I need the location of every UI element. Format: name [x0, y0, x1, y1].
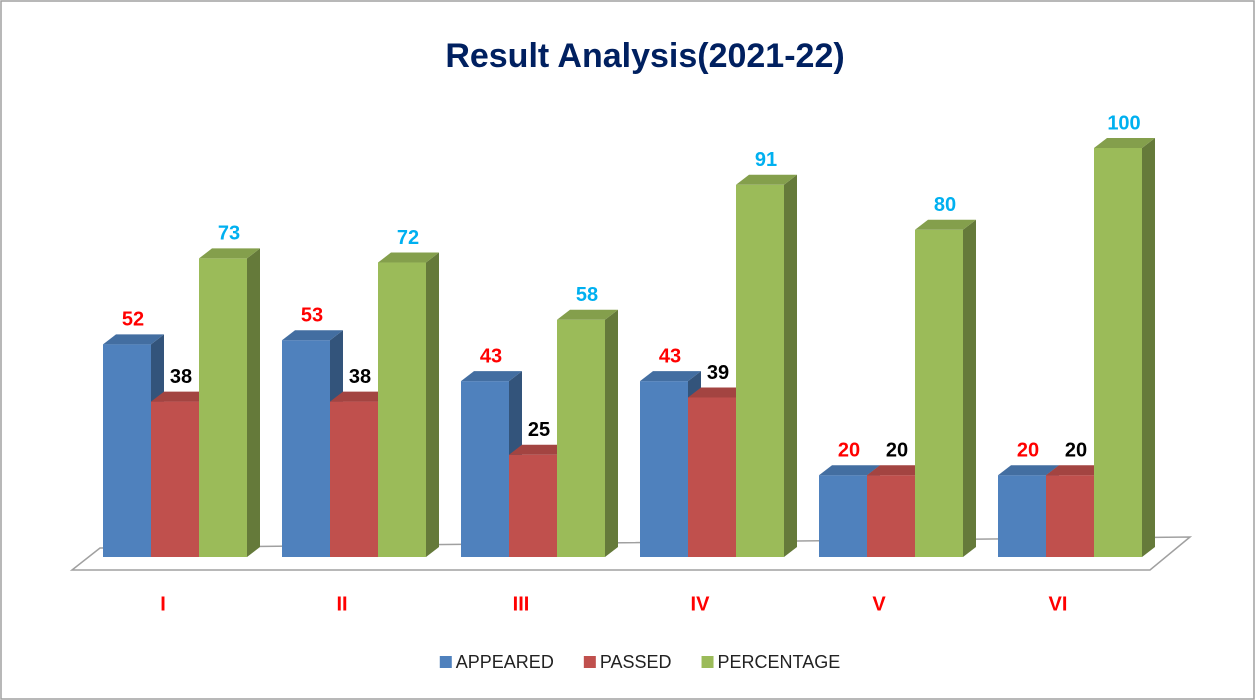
- bar-top: [151, 391, 212, 402]
- bar-side: [426, 252, 439, 557]
- data-label: 80: [934, 194, 956, 216]
- legend-swatch: [583, 656, 596, 668]
- bar: [1094, 148, 1142, 557]
- chart-title: Result Analysis(2021-22): [445, 37, 844, 75]
- data-label: 52: [122, 309, 144, 331]
- bar: [199, 258, 247, 557]
- bar-top: [509, 444, 570, 455]
- data-label: 20: [1065, 439, 1087, 461]
- legend-label: PERCENTAGE: [718, 652, 841, 672]
- data-label: 20: [1017, 439, 1039, 461]
- bar: [1046, 475, 1094, 557]
- data-label: 38: [349, 366, 371, 388]
- bar-top: [1094, 138, 1155, 148]
- bar-top: [461, 371, 522, 382]
- bar: [378, 262, 426, 557]
- data-label: 73: [218, 223, 240, 245]
- x-tick-label: I: [160, 593, 166, 615]
- bar-top: [688, 387, 749, 398]
- bar-top: [199, 248, 260, 259]
- bar: [867, 475, 915, 557]
- bar-top: [378, 252, 439, 263]
- bar: [736, 184, 784, 557]
- data-label: 20: [886, 439, 908, 461]
- data-label: 53: [301, 305, 323, 327]
- bar-top: [867, 465, 928, 476]
- bar: [282, 340, 330, 557]
- bar-top: [736, 174, 797, 185]
- x-tick-label: III: [513, 593, 530, 615]
- bar-top: [819, 465, 880, 476]
- bar: [151, 401, 199, 557]
- bar: [640, 381, 688, 557]
- legend-swatch: [701, 656, 714, 668]
- data-label: 58: [576, 284, 598, 306]
- bar-top: [998, 465, 1059, 476]
- bar-top: [282, 330, 343, 341]
- bar-side: [1142, 138, 1155, 557]
- data-label: 91: [755, 149, 777, 171]
- bar-side: [784, 174, 797, 557]
- data-label: 43: [659, 345, 681, 367]
- x-tick-label: V: [872, 593, 886, 615]
- data-label: 72: [397, 227, 419, 249]
- bar-side: [605, 309, 618, 557]
- bar: [819, 475, 867, 557]
- legend-label: APPEARED: [456, 652, 554, 672]
- x-tick-label: IV: [691, 593, 711, 615]
- bar: [461, 381, 509, 557]
- bar: [915, 229, 963, 558]
- bar-top: [330, 391, 391, 402]
- bar: [688, 397, 736, 557]
- data-label: 25: [528, 419, 550, 441]
- bar-top: [640, 371, 701, 382]
- bar: [103, 344, 151, 557]
- bar-top: [1046, 465, 1107, 476]
- bar-side: [963, 219, 976, 558]
- bar: [998, 475, 1046, 557]
- x-tick-label: VI: [1049, 593, 1068, 615]
- data-label: 43: [480, 345, 502, 367]
- data-label: 20: [838, 439, 860, 461]
- bar: [557, 319, 605, 557]
- bar-side: [247, 248, 260, 557]
- x-tick-label: II: [336, 593, 347, 615]
- bar-top: [557, 309, 618, 320]
- bar: [509, 454, 557, 557]
- data-label: 38: [170, 366, 192, 388]
- legend-label: PASSED: [600, 652, 672, 672]
- legend-swatch: [439, 656, 452, 668]
- bar-top: [915, 219, 976, 230]
- bar: [330, 401, 378, 557]
- data-label: 100: [1107, 112, 1140, 134]
- data-label: 39: [707, 362, 729, 384]
- bar-top: [103, 334, 164, 345]
